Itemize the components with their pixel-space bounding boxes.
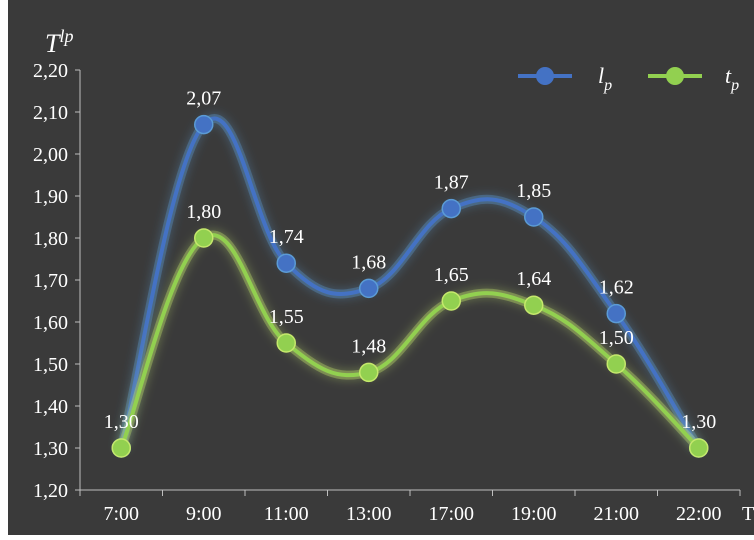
x-tick-label: 9:00 bbox=[186, 503, 222, 525]
data-point bbox=[606, 303, 626, 324]
data-point bbox=[524, 295, 544, 315]
x-tick-label: 22:00 bbox=[676, 503, 722, 525]
data-label: 1,80 bbox=[186, 201, 221, 223]
data-label: 1,50 bbox=[599, 327, 634, 349]
data-label: 1,48 bbox=[351, 335, 386, 357]
y-tick-label: 2,10 bbox=[33, 102, 68, 124]
y-tick-label: 1,90 bbox=[33, 186, 68, 208]
data-point bbox=[276, 333, 296, 353]
y-tick-label: 1,20 bbox=[33, 480, 68, 502]
data-point bbox=[524, 207, 544, 227]
x-tick-label: 13:00 bbox=[346, 503, 392, 525]
data-label: 1,55 bbox=[269, 306, 304, 328]
data-point bbox=[441, 198, 461, 219]
y-axis-title-superscript: lp bbox=[59, 26, 73, 46]
series-group-1 bbox=[111, 228, 709, 458]
data-point bbox=[689, 438, 709, 458]
data-label: 1,30 bbox=[681, 411, 716, 433]
y-tick-label: 1,40 bbox=[33, 396, 68, 418]
legend-item-0: lp bbox=[518, 63, 612, 94]
data-label: 1,62 bbox=[599, 277, 634, 299]
data-label: 1,30 bbox=[104, 411, 139, 433]
y-tick-label: 1,80 bbox=[33, 228, 68, 250]
y-axis-title: Tlp bbox=[45, 26, 73, 58]
y-tick-label: 2,20 bbox=[33, 60, 68, 82]
y-tick-label: 1,30 bbox=[33, 438, 68, 460]
x-tick-label: 21:00 bbox=[593, 503, 639, 525]
data-point bbox=[359, 278, 379, 299]
series-group-0 bbox=[111, 114, 709, 458]
data-label: 2,07 bbox=[186, 88, 221, 110]
data-label: 1,74 bbox=[269, 226, 304, 248]
data-point bbox=[194, 228, 214, 248]
x-axis-title: T bbox=[742, 503, 754, 525]
data-label: 1,68 bbox=[351, 251, 386, 273]
y-tick-label: 1,70 bbox=[33, 270, 68, 292]
legend-label-subscript: p bbox=[603, 77, 612, 94]
data-label: 1,65 bbox=[434, 264, 469, 286]
x-tick-label: 17:00 bbox=[428, 503, 474, 525]
x-tick-label: 19:00 bbox=[511, 503, 557, 525]
chart-background bbox=[8, 0, 754, 535]
legend-marker bbox=[666, 67, 684, 85]
data-point bbox=[276, 253, 296, 273]
data-point bbox=[111, 438, 131, 458]
y-tick-label: 1,60 bbox=[33, 312, 68, 334]
data-label: 1,87 bbox=[434, 172, 469, 194]
x-tick-label: 7:00 bbox=[103, 503, 139, 525]
legend-marker bbox=[536, 67, 554, 85]
data-label: 1,64 bbox=[516, 268, 551, 290]
x-tick-label: 11:00 bbox=[264, 503, 309, 525]
legend-label-subscript: p bbox=[730, 77, 739, 94]
data-point bbox=[194, 114, 214, 135]
data-point bbox=[606, 354, 626, 374]
y-tick-label: 2,00 bbox=[33, 144, 68, 166]
data-point bbox=[359, 362, 379, 383]
y-tick-label: 1,50 bbox=[33, 354, 68, 376]
data-point bbox=[441, 291, 461, 311]
data-label: 1,85 bbox=[516, 180, 551, 202]
